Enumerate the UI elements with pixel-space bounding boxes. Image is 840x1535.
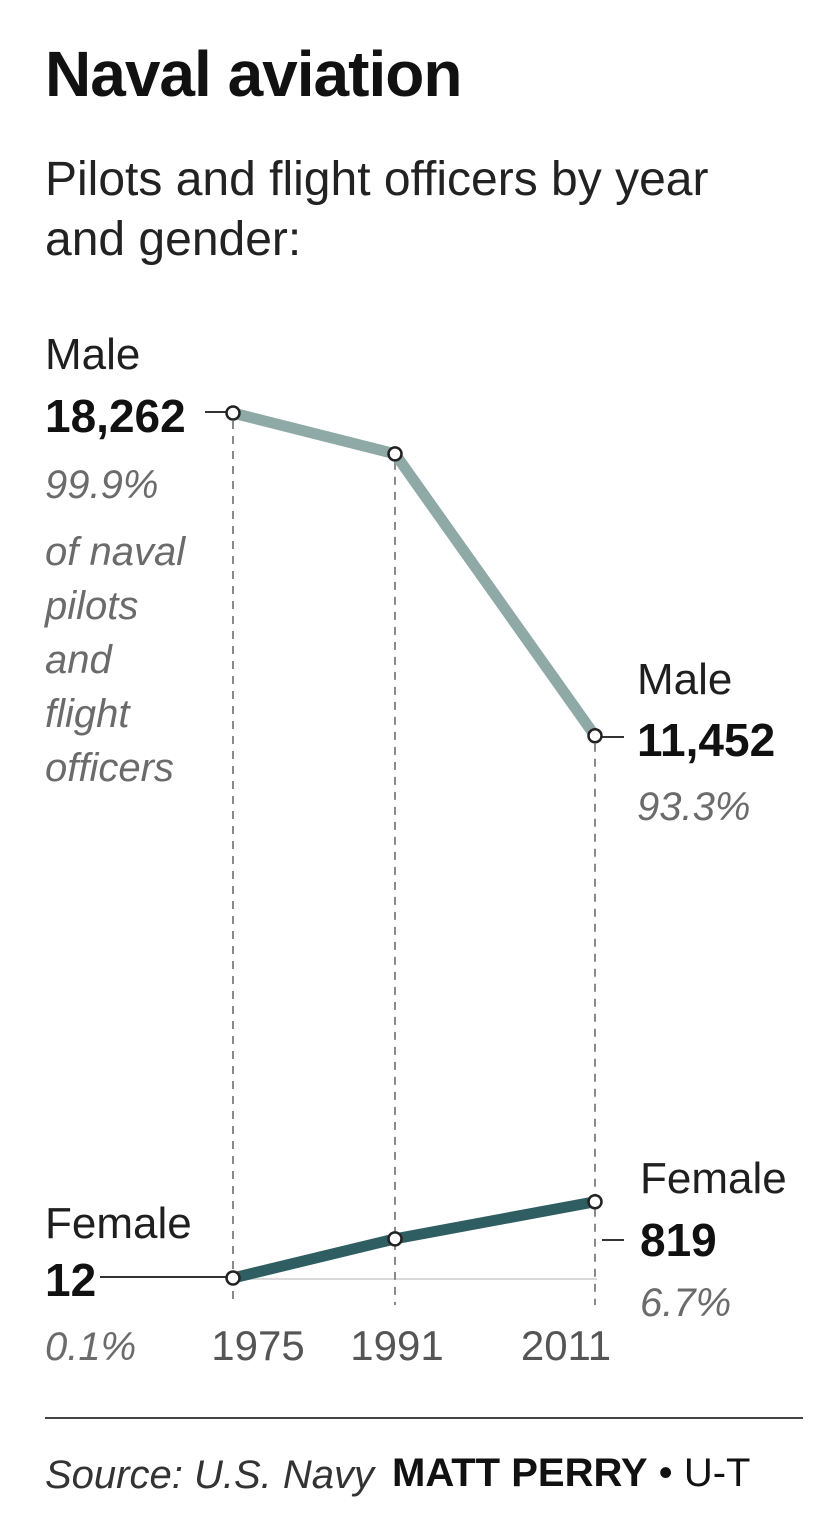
note-line: of naval [45, 530, 186, 574]
male-data-point [387, 446, 403, 462]
male-data-point [587, 728, 603, 744]
author-name: MATT PERRY [392, 1451, 648, 1495]
male-start-value: 18,262 [45, 390, 186, 442]
note-line: officers [45, 746, 174, 790]
female-end-pct: 6.7% [640, 1281, 732, 1325]
female-series-line [227, 1196, 601, 1284]
female-data-point [225, 1270, 241, 1286]
x-tick-label: 1975 [211, 1322, 305, 1369]
outlet-name: U-T [683, 1451, 751, 1495]
male-start-pct: 99.9% [45, 463, 159, 507]
x-tick-label: 2011 [520, 1322, 612, 1369]
source-credit: Source: U.S. Navy [45, 1453, 375, 1497]
note-line: and [45, 638, 112, 682]
female-start-value: 12 [45, 1254, 97, 1306]
male-data-point [225, 405, 241, 421]
male-end-value: 11,452 [637, 714, 776, 766]
female-end-label: Female [640, 1154, 787, 1203]
female-end-value: 819 [640, 1214, 717, 1266]
male-start-note: of naval pilots and flight officers [45, 525, 185, 795]
male-end-pct: 93.3% [637, 785, 751, 829]
female-start-pct: 0.1% [45, 1325, 137, 1369]
male-series-line [227, 407, 601, 742]
male-start-label: Male [45, 330, 141, 379]
x-tick-label: 1991 [350, 1322, 444, 1369]
female-data-point [387, 1231, 403, 1247]
male-end-label: Male [637, 655, 733, 704]
note-line: flight [45, 692, 130, 736]
chart-subtitle: Pilots and flight officers by year and g… [45, 153, 709, 266]
byline: MATT PERRY • U-T [392, 1453, 750, 1493]
footer-divider [45, 1417, 803, 1419]
byline-separator: • [658, 1451, 673, 1495]
female-start-label: Female [45, 1199, 192, 1248]
female-data-point [587, 1194, 603, 1210]
note-line: pilots [45, 584, 139, 628]
chart-title: Naval aviation [45, 38, 462, 110]
